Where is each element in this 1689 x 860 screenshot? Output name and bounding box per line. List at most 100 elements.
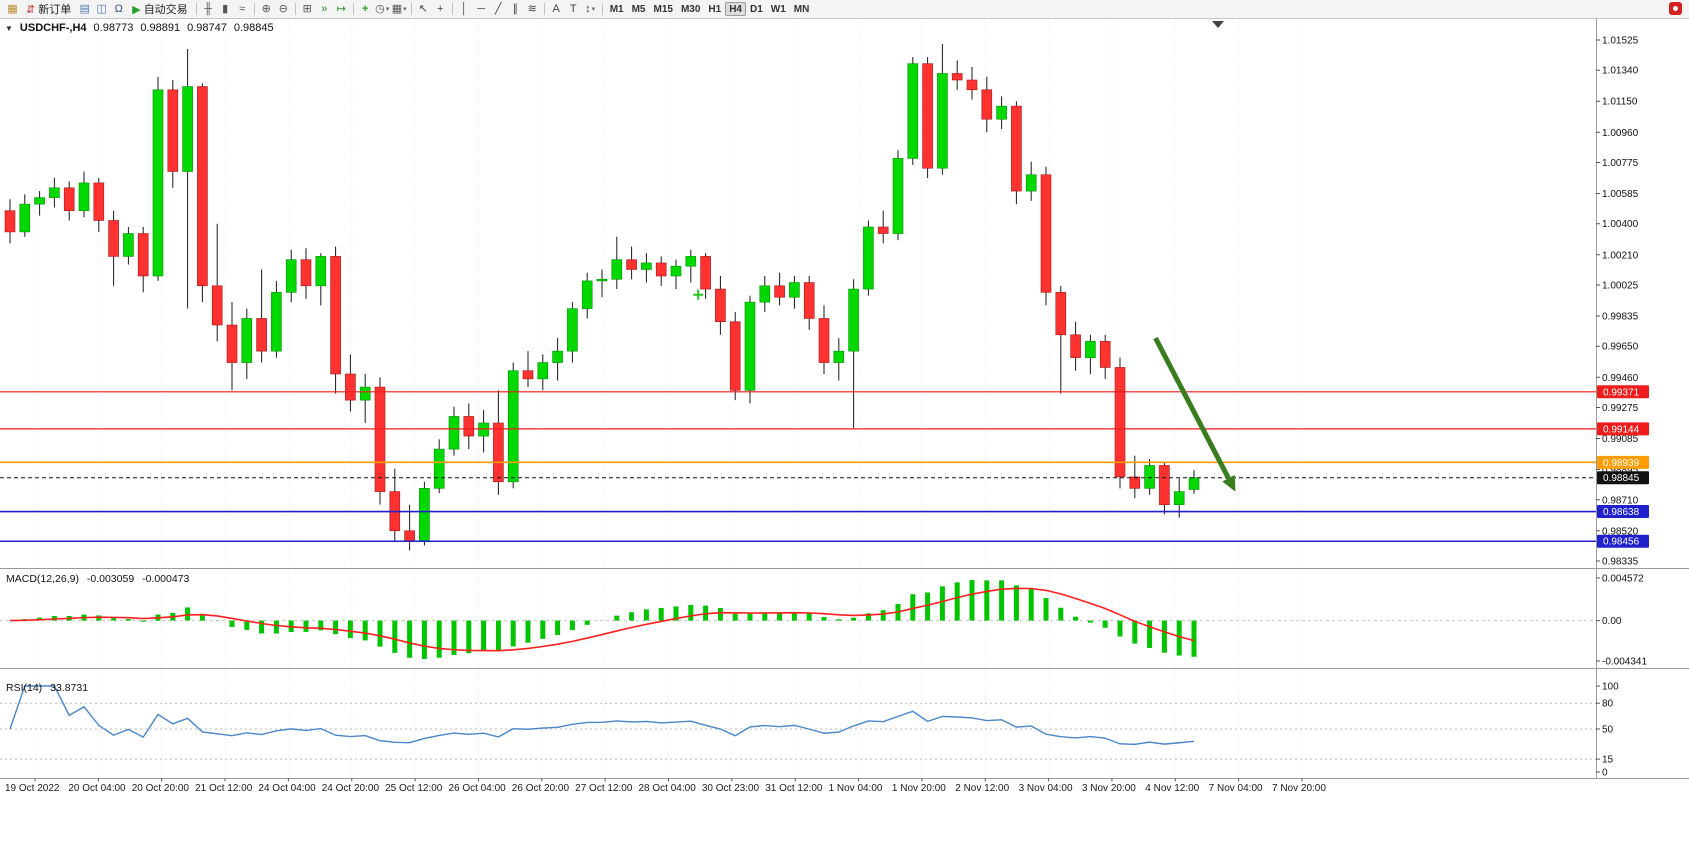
price-axis[interactable]: 1.01525 1.01340 1.01150 1.00960 1.00775 1.005…	[1596, 36, 1639, 568]
chevron-down-icon: ▾	[403, 5, 407, 13]
data-window-icon[interactable]: ◫	[93, 2, 110, 17]
timeframe-m1[interactable]: M1	[609, 3, 624, 15]
timeframe-m15[interactable]: M15	[653, 3, 673, 15]
zoom-in-icon-glyph: ⊕	[261, 2, 271, 15]
zoom-out-icon[interactable]: ⊖	[275, 2, 292, 17]
toolbar-separator	[451, 3, 453, 15]
market-watch-icon[interactable]: ▤	[76, 2, 93, 17]
svg-text:0.98845: 0.98845	[1603, 473, 1640, 484]
support-line-1-price-badge[interactable]: 0.98638	[1597, 505, 1649, 519]
autotrading-button-label: 自动交易	[143, 4, 188, 16]
timeframe-h1[interactable]: H1	[708, 3, 722, 15]
timeframe-d1[interactable]: D1	[750, 3, 763, 15]
svg-text:19 Oct 2022: 19 Oct 2022	[5, 783, 60, 794]
timeframe-mn[interactable]: MN	[793, 3, 810, 15]
svg-text:28 Oct 04:00: 28 Oct 04:00	[639, 783, 697, 794]
chevron-down-icon: ▾	[385, 5, 390, 13]
svg-text:1.00775: 1.00775	[1602, 158, 1639, 169]
time-axis[interactable]: 19 Oct 2022 20 Oct 04:00 20 Oct 20:00 21 Oc…	[5, 778, 1326, 795]
svg-text:2 Nov 12:00: 2 Nov 12:00	[955, 783, 1009, 794]
timeframe-m30[interactable]: M30	[680, 3, 701, 15]
macd-axis: 0.004572 0.00 -0.004341	[0, 574, 1647, 668]
trendline-icon[interactable]: ╱	[490, 2, 507, 17]
support-line-2-price-badge[interactable]: 0.98456	[1597, 534, 1649, 548]
candlestick-chart-icon-glyph: ▮	[222, 2, 229, 15]
rsi-axis: 100 80 50 15 0	[0, 682, 1619, 779]
svg-text:1.00025: 1.00025	[1602, 280, 1639, 291]
toolbar-separator	[410, 3, 412, 15]
macd-histogram	[22, 580, 1197, 659]
toolbar-separator	[294, 3, 296, 15]
templates-icon-glyph: ▦	[391, 2, 403, 15]
templates-icon[interactable]: ▦ ▾	[391, 2, 408, 17]
down-trend-arrow[interactable]	[1153, 336, 1236, 492]
crosshair-icon[interactable]: +	[432, 2, 449, 17]
fibonacci-icon[interactable]: ≋	[524, 2, 541, 17]
toolbar: ▦ ⇵ 新订单 ▤ ◫ Ω ▶ 自动交易 ╫ ▮ ≈ ⊕ ⊖ ⊞» ↦ + ◷ ▾ ▦ ▾ ↖ + │ ─ ╱ ∥ ≋ A T ↕ ▾ M1 M…	[0, 0, 1689, 19]
timeframe-w1[interactable]: W1	[770, 3, 786, 15]
sounds-icon[interactable]: Ω	[110, 2, 127, 17]
candlestick-chart-icon[interactable]: ▮	[217, 2, 234, 17]
chart-shift-icon[interactable]: ↦	[333, 2, 350, 17]
pivot-line-orange-price-badge[interactable]: 0.98939	[1597, 455, 1649, 469]
svg-text:3 Nov 20:00: 3 Nov 20:00	[1082, 783, 1136, 794]
alert-dot	[1673, 6, 1678, 11]
channel-icon[interactable]: ∥	[507, 2, 524, 17]
panel-borders	[0, 18, 1689, 779]
auto-scroll-icon[interactable]: »	[316, 2, 333, 17]
svg-text:1.01525: 1.01525	[1602, 36, 1639, 47]
timeframe-h4[interactable]: H4	[725, 2, 746, 16]
cross-marker[interactable]	[693, 289, 704, 300]
resistance-line-1-price-badge[interactable]: 0.99371	[1597, 385, 1649, 399]
indicators-icon[interactable]: +	[357, 2, 374, 17]
cursor-icon-glyph: ↖	[418, 2, 428, 15]
auto-scroll-icon-glyph: »	[321, 2, 328, 15]
svg-text:26 Oct 04:00: 26 Oct 04:00	[448, 783, 506, 794]
new-chart-icon-glyph: ▦	[7, 2, 18, 15]
cursor-icon[interactable]: ↖	[415, 2, 432, 17]
svg-text:1.01340: 1.01340	[1602, 66, 1639, 77]
new-order-button[interactable]: ⇵ 新订单	[21, 2, 76, 17]
arrows-icon[interactable]: ↕ ▾	[582, 2, 599, 17]
bar-chart-icon[interactable]: ╫	[200, 2, 217, 17]
svg-text:26 Oct 20:00: 26 Oct 20:00	[512, 783, 570, 794]
tile-windows-icon[interactable]: ⊞	[299, 2, 316, 17]
svg-text:0.99650: 0.99650	[1602, 342, 1639, 353]
svg-text:15: 15	[1602, 755, 1614, 766]
new-chart-icon[interactable]: ▦	[4, 2, 21, 17]
svg-text:0.99371: 0.99371	[1603, 387, 1640, 398]
svg-text:0.99275: 0.99275	[1602, 403, 1639, 414]
close-value: 0.98845	[233, 22, 274, 34]
svg-text:3 Nov 04:00: 3 Nov 04:00	[1019, 783, 1073, 794]
svg-text:0.99835: 0.99835	[1602, 312, 1639, 323]
new-order-button-label: 新订单	[38, 4, 72, 16]
periods-icon[interactable]: ◷ ▾	[374, 2, 391, 17]
vertical-line-icon[interactable]: │	[456, 2, 473, 17]
chart-shift-marker[interactable]	[1212, 21, 1224, 28]
trendline-icon-glyph: ╱	[494, 2, 502, 15]
line-chart-icon[interactable]: ≈	[234, 2, 251, 17]
svg-text:25 Oct 12:00: 25 Oct 12:00	[385, 783, 443, 794]
current-price-line-price-badge[interactable]: 0.98845	[1597, 471, 1649, 485]
tile-windows-icon-glyph: ⊞	[302, 2, 312, 15]
svg-text:24 Oct 04:00: 24 Oct 04:00	[258, 783, 316, 794]
svg-text:0.99460: 0.99460	[1602, 373, 1639, 384]
alert-icon[interactable]	[1669, 2, 1682, 15]
text-icon[interactable]: A	[548, 2, 565, 17]
resistance-line-2-price-badge[interactable]: 0.99144	[1597, 422, 1649, 436]
svg-text:0.004572: 0.004572	[1602, 574, 1644, 585]
horizontal-line-icon[interactable]: ─	[473, 2, 490, 17]
text-label-icon-glyph: T	[569, 2, 577, 15]
collapse-icon[interactable]: ▼	[5, 23, 13, 33]
line-chart-icon-glyph: ≈	[239, 2, 246, 15]
autotrading-button[interactable]: ▶ 自动交易	[127, 2, 192, 17]
svg-text:-0.004341: -0.004341	[1602, 657, 1647, 668]
svg-text:0.98710: 0.98710	[1602, 495, 1639, 506]
zoom-in-icon[interactable]: ⊕	[258, 2, 275, 17]
toolbar-separator	[543, 3, 545, 15]
text-label-icon[interactable]: T	[565, 2, 582, 17]
timeframe-m5[interactable]: M5	[631, 3, 646, 15]
low-value: 0.98747	[187, 22, 227, 34]
